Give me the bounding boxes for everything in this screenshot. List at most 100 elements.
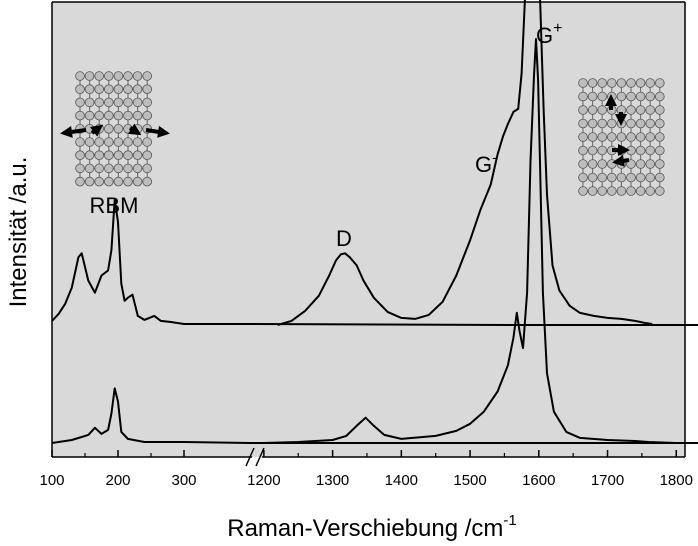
atom bbox=[635, 186, 646, 196]
atom bbox=[142, 137, 153, 147]
atom bbox=[587, 145, 598, 156]
atom bbox=[75, 71, 85, 81]
atom bbox=[654, 91, 665, 102]
x-axis-ticks: 100 200 300 1200 1300 1400 1500 1600 1700 1800 bbox=[39, 450, 693, 489]
x-tick-label-1400: 1400 bbox=[385, 472, 418, 489]
atom bbox=[123, 71, 133, 81]
atom bbox=[626, 132, 636, 142]
atom bbox=[123, 137, 133, 147]
spectra bbox=[51, 0, 698, 444]
atom bbox=[94, 150, 104, 161]
spectrum-lower-seg-0 bbox=[51, 387, 698, 444]
atom bbox=[75, 110, 85, 121]
atom bbox=[75, 97, 85, 108]
atom bbox=[123, 84, 133, 94]
atom bbox=[113, 97, 124, 108]
atom bbox=[75, 150, 85, 161]
shaded-region-1 bbox=[318, 2, 392, 457]
atom bbox=[578, 145, 588, 156]
atom bbox=[94, 71, 104, 81]
atom bbox=[104, 84, 114, 94]
atom bbox=[104, 150, 114, 161]
atom bbox=[104, 124, 114, 134]
atom bbox=[597, 105, 607, 115]
axis-break-mark bbox=[245, 447, 265, 467]
atom bbox=[142, 163, 153, 174]
displacement-arrow-head bbox=[618, 144, 630, 156]
atom bbox=[626, 172, 636, 183]
atom bbox=[597, 159, 607, 169]
atom bbox=[587, 186, 598, 196]
atom bbox=[578, 172, 588, 183]
atom bbox=[645, 186, 655, 196]
atom bbox=[578, 186, 588, 196]
atom bbox=[597, 172, 607, 183]
atom bbox=[123, 163, 133, 174]
atom bbox=[616, 78, 627, 88]
atom bbox=[597, 78, 607, 88]
atom bbox=[84, 97, 95, 108]
atom bbox=[616, 91, 627, 102]
atom bbox=[587, 91, 598, 102]
atom bbox=[142, 84, 153, 94]
atom bbox=[75, 84, 85, 94]
displacement-arrow-head bbox=[60, 125, 73, 138]
x-tick-label-1700: 1700 bbox=[591, 472, 624, 489]
annotation-g-plus-sup: + bbox=[553, 20, 562, 37]
atom bbox=[113, 150, 124, 161]
atom bbox=[616, 132, 627, 142]
atom bbox=[645, 118, 655, 129]
atom bbox=[113, 84, 124, 94]
x-tick-label-1600: 1600 bbox=[522, 472, 555, 489]
atom bbox=[587, 118, 598, 129]
atom bbox=[635, 78, 646, 88]
x-tick-label-300: 300 bbox=[171, 472, 196, 489]
atom bbox=[606, 186, 617, 196]
annotation-d: D bbox=[336, 226, 352, 251]
x-tick-label-1200: 1200 bbox=[247, 472, 280, 489]
atom bbox=[635, 132, 646, 142]
atom bbox=[132, 137, 143, 147]
atom bbox=[645, 145, 655, 156]
shaded-region-3 bbox=[527, 2, 577, 457]
atom bbox=[132, 84, 143, 94]
x-tick-label-100: 100 bbox=[39, 472, 64, 489]
atom bbox=[626, 91, 636, 102]
atom bbox=[113, 176, 124, 187]
atom bbox=[597, 186, 607, 196]
x-tick-label-1800: 1800 bbox=[660, 472, 693, 489]
atom bbox=[142, 110, 153, 121]
shaded-region-2 bbox=[456, 2, 524, 457]
atom bbox=[654, 159, 665, 169]
atom bbox=[626, 118, 636, 129]
atom bbox=[654, 78, 665, 88]
atom bbox=[635, 105, 646, 115]
atom bbox=[132, 150, 143, 161]
atom bbox=[123, 97, 133, 108]
atom bbox=[84, 137, 95, 147]
atom bbox=[142, 150, 153, 161]
atom bbox=[94, 163, 104, 174]
atom bbox=[113, 71, 124, 81]
atom bbox=[578, 78, 588, 88]
annotation-g-plus-base: G bbox=[536, 23, 553, 48]
atom bbox=[123, 150, 133, 161]
atom bbox=[113, 163, 124, 174]
atom bbox=[132, 163, 143, 174]
atom bbox=[626, 78, 636, 88]
annotation-g-minus: G- bbox=[475, 149, 497, 177]
displacement-arrow-head bbox=[90, 124, 104, 137]
x-tick-label-1500: 1500 bbox=[453, 472, 486, 489]
x-tick-label-1300: 1300 bbox=[316, 472, 349, 489]
atom bbox=[587, 105, 598, 115]
atom bbox=[597, 118, 607, 129]
atom bbox=[578, 132, 588, 142]
atom bbox=[587, 159, 598, 169]
atom bbox=[626, 105, 636, 115]
atom bbox=[645, 172, 655, 183]
atom bbox=[113, 137, 124, 147]
shaded-regions bbox=[52, 2, 685, 457]
spectrum-upper-seg-1 bbox=[277, 0, 653, 326]
atom bbox=[645, 91, 655, 102]
atom bbox=[635, 159, 646, 169]
